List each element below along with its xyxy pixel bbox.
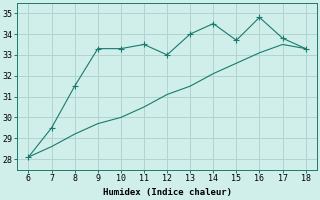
X-axis label: Humidex (Indice chaleur): Humidex (Indice chaleur)	[103, 188, 232, 197]
